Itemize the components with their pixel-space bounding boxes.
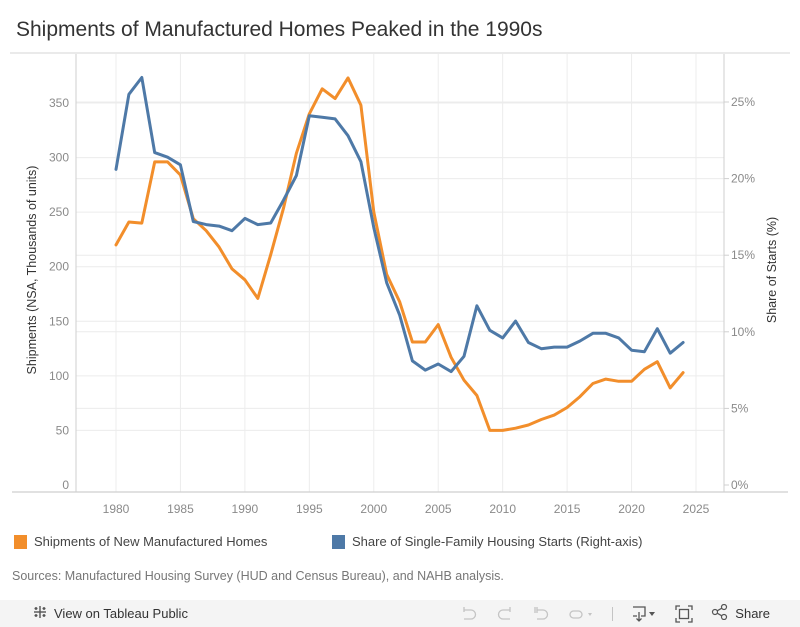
x-tick-label: 1985 (167, 502, 194, 516)
toolbar-divider (612, 606, 614, 621)
y-axis-ticks: 0 50 100 150 200 250 300 350 (49, 96, 69, 492)
y-tick-label: 350 (49, 96, 69, 110)
gridlines (76, 54, 724, 492)
y-tick-label: 250 (49, 205, 69, 219)
y-tick-label: 200 (49, 260, 69, 274)
chart: 0 50 100 150 200 250 300 350 0% 5% 10% 15% 20% 25% 1… (10, 52, 790, 516)
chart-title: Shipments of Manufactured Homes Peaked i… (16, 18, 543, 41)
legend-label-share: Share of Single-Family Housing Starts (R… (352, 534, 643, 549)
redo-icon[interactable] (496, 606, 514, 622)
series-lines (114, 76, 685, 432)
share-label: Share (735, 606, 770, 621)
y-tick-label: 50 (56, 423, 70, 437)
x-tick-label: 1990 (232, 502, 259, 516)
y-tick-label: 150 (49, 314, 69, 328)
download-icon[interactable] (631, 605, 657, 623)
x-tick-label: 2020 (618, 502, 645, 516)
tableau-toolbar: View on Tableau Public Share (0, 600, 800, 627)
y-tick-label: 0 (62, 478, 69, 492)
legend-item-shipments[interactable]: Shipments of New Manufactured Homes (14, 534, 267, 549)
x-axis-ticks: 1980 1985 1990 1995 2000 2005 2010 2015 2020 2025 (103, 502, 710, 516)
x-tick-label: 2025 (683, 502, 710, 516)
share-icon (711, 603, 729, 623)
fullscreen-icon[interactable] (675, 604, 693, 623)
y2-axis-label: Share of Starts (%) (765, 217, 779, 323)
y2-tick-label: 15% (731, 248, 755, 262)
legend-swatch-shipments (14, 534, 27, 549)
view-on-tableau-label: View on Tableau Public (54, 606, 188, 621)
series-line-share (114, 76, 685, 374)
x-tick-label: 2015 (554, 502, 581, 516)
revert-icon[interactable] (532, 606, 550, 622)
x-tick-label: 2010 (489, 502, 516, 516)
y2-tick-label: 0% (731, 478, 749, 492)
view-on-tableau-button[interactable]: View on Tableau Public (32, 604, 188, 623)
y2-axis-ticks: 0% 5% 10% 15% 20% 25% (731, 95, 755, 492)
y2-tick-label: 25% (731, 95, 755, 109)
y2-tick-label: 5% (731, 401, 749, 415)
y-tick-label: 300 (49, 151, 69, 165)
legend: Shipments of New Manufactured Homes Shar… (14, 534, 642, 549)
y2-tick-label: 20% (731, 172, 755, 186)
legend-label-shipments: Shipments of New Manufactured Homes (34, 534, 268, 549)
y2-tick-label: 10% (731, 325, 755, 339)
undo-icon[interactable] (460, 606, 478, 622)
tableau-logo-icon (32, 604, 48, 623)
share-button[interactable]: Share (711, 603, 770, 623)
x-tick-label: 2000 (360, 502, 387, 516)
x-tick-label: 2005 (425, 502, 452, 516)
source-note: Sources: Manufactured Housing Survey (HU… (12, 569, 504, 583)
legend-item-share[interactable]: Share of Single-Family Housing Starts (R… (332, 534, 642, 549)
series-line-shipments (114, 76, 685, 432)
y-tick-label: 100 (49, 369, 69, 383)
axes (12, 54, 788, 493)
legend-swatch-share (332, 534, 345, 549)
refresh-icon[interactable] (568, 606, 594, 622)
x-tick-label: 1995 (296, 502, 323, 516)
x-tick-label: 1980 (103, 502, 130, 516)
y-axis-label: Shipments (NSA, Thousands of units) (25, 166, 39, 375)
